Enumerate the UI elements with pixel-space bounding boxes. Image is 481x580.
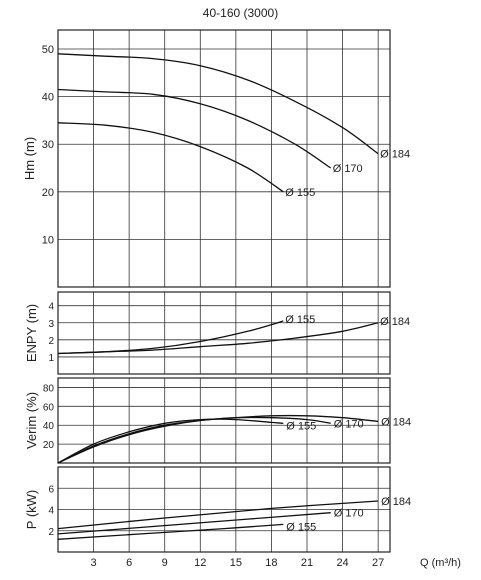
y-tick-label: 4 (48, 302, 54, 313)
plot-frame (57, 29, 391, 288)
y-tick-label: 4 (48, 506, 54, 517)
chart-title: 40-160 (3000) (202, 6, 279, 20)
plot-frame (57, 466, 391, 553)
series-line-d184 (57, 53, 379, 155)
y-tick-label: 40 (42, 92, 54, 104)
y-axis-label: ENPY (m) (24, 304, 39, 362)
series-line-d184 (57, 500, 379, 530)
x-tick-label: 21 (301, 557, 313, 569)
series-line-d184 (57, 414, 379, 464)
panel-head: 10 20 30 40 50 Hm (m) Ø 184 Ø 170 Ø 155 (22, 29, 410, 288)
x-tick-label: 27 (372, 557, 384, 569)
y-tick-label: 2 (48, 527, 54, 538)
series-label-d155: Ø 155 (285, 314, 315, 326)
y-tick-label: 50 (42, 44, 54, 56)
y-tick-label: 6 (48, 484, 54, 495)
series-line-d170 (57, 88, 332, 169)
y-tick-label: 30 (42, 139, 54, 151)
series-line-d155 (57, 122, 284, 193)
panel-enpy: 1 2 3 4 ENPY (m) Ø 155 Ø 184 (24, 291, 410, 375)
series-label-d184: Ø 184 (381, 416, 411, 428)
plot-frame (57, 377, 391, 464)
x-tick-label: 12 (194, 557, 206, 569)
y-tick-label: 80 (43, 383, 55, 394)
x-axis-label: Q (m³/h) (420, 557, 461, 569)
series-label-d184: Ø 184 (381, 496, 411, 508)
series-line-d184 (57, 322, 379, 355)
series-label-d155: Ø 155 (286, 521, 316, 533)
series-line-d170 (57, 512, 331, 535)
x-tick-label: 3 (91, 557, 97, 569)
panel-efficiency: 20 40 60 80 Verim (%) Ø 155 Ø 170 Ø 184 (24, 377, 411, 464)
plot-frame (57, 291, 391, 375)
series-label-d184: Ø 184 (380, 149, 410, 161)
series-line-d155 (57, 523, 284, 540)
y-axis-label: Verim (%) (24, 392, 39, 449)
series-label-d170: Ø 170 (334, 418, 364, 430)
y-tick-label: 2 (48, 336, 54, 347)
y-tick-label: 3 (48, 319, 54, 330)
y-tick-label: 20 (43, 440, 55, 451)
series-label-d170: Ø 170 (334, 508, 364, 520)
x-tick-label: 24 (336, 557, 348, 569)
y-tick-label: 1 (48, 353, 54, 364)
series-label-d155: Ø 155 (285, 187, 315, 199)
series-label-d184: Ø 184 (380, 316, 410, 328)
y-tick-label: 20 (42, 187, 54, 199)
series-label-d170: Ø 170 (333, 163, 363, 175)
y-axis-label: P (kW) (24, 490, 39, 529)
x-tick-label: 15 (230, 557, 242, 569)
series-label-d155: Ø 155 (286, 420, 316, 432)
series-line-d155 (57, 418, 284, 464)
y-axis-label: Hm (m) (22, 137, 37, 180)
y-tick-label: 10 (42, 234, 54, 246)
x-tick-label: 18 (265, 557, 277, 569)
y-tick-label: 40 (43, 421, 55, 432)
x-tick-label: 9 (162, 557, 168, 569)
y-tick-label: 60 (43, 402, 55, 413)
x-tick-label: 6 (126, 557, 132, 569)
